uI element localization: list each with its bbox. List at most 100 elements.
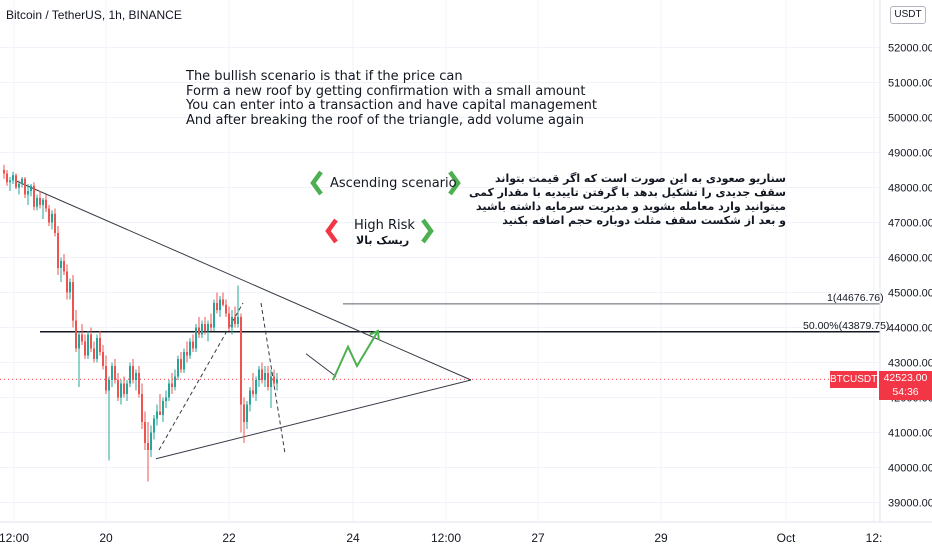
candle-body bbox=[156, 411, 158, 419]
candle-body bbox=[99, 338, 101, 352]
candle-body bbox=[45, 199, 47, 209]
currency-badge[interactable]: USDT bbox=[890, 6, 926, 24]
candle-body bbox=[201, 324, 203, 335]
candle-body bbox=[273, 376, 275, 384]
chevron-right-icon bbox=[421, 218, 434, 244]
candle-body bbox=[180, 359, 182, 370]
candle-body bbox=[162, 401, 164, 415]
candle-body bbox=[27, 191, 29, 195]
price-tick-label: 51000.00 bbox=[888, 78, 932, 90]
price-tick-label: 43000.00 bbox=[888, 358, 932, 370]
price-tick-label: 39000.00 bbox=[888, 498, 932, 510]
candle-body bbox=[33, 185, 35, 207]
candle-body bbox=[231, 317, 233, 328]
candle-body bbox=[117, 380, 119, 398]
candle-body bbox=[90, 334, 92, 349]
time-tick-label: 12: bbox=[866, 531, 883, 545]
candle-body bbox=[198, 327, 200, 335]
candle-body bbox=[96, 338, 98, 359]
candle-body bbox=[261, 369, 263, 380]
price-tick-label: 48000.00 bbox=[888, 183, 932, 195]
candle-body bbox=[69, 282, 71, 293]
candle-body bbox=[252, 390, 254, 394]
candle-body bbox=[246, 404, 248, 422]
candle-body bbox=[153, 418, 155, 433]
candle-body bbox=[210, 324, 212, 328]
trendlines bbox=[14, 180, 472, 460]
candle-body bbox=[93, 348, 95, 359]
time-tick-label: 24 bbox=[346, 531, 360, 545]
candle-body bbox=[264, 373, 266, 380]
candle-body bbox=[204, 324, 206, 331]
candle-body bbox=[243, 404, 245, 422]
ascending-scenario-label: Ascending scenario bbox=[330, 176, 457, 191]
candle-body bbox=[9, 180, 11, 183]
level-label-top: 1(44676.76) bbox=[827, 292, 884, 304]
time-tick-label: 29 bbox=[654, 531, 668, 545]
chevron-left-red-icon bbox=[325, 218, 338, 244]
candle-body bbox=[114, 366, 116, 380]
time-tick-label: Oct bbox=[777, 531, 796, 545]
candle-body bbox=[207, 324, 209, 331]
candle-body bbox=[147, 443, 149, 450]
candle-body bbox=[51, 213, 53, 223]
candle-body bbox=[267, 373, 269, 387]
candle-body bbox=[144, 422, 146, 443]
ticker-tag: BTCUSDT bbox=[830, 371, 877, 388]
candle-body bbox=[276, 379, 278, 384]
price-tick-label: 46000.00 bbox=[888, 253, 932, 265]
candle-body bbox=[123, 383, 125, 394]
price-tick-label: 50000.00 bbox=[888, 113, 932, 125]
candle-body bbox=[219, 299, 221, 310]
price-tick-label: 52000.00 bbox=[888, 43, 932, 55]
descending-resistance-line bbox=[14, 180, 472, 381]
candle-body bbox=[84, 341, 86, 356]
candle-countdown: 54:36 bbox=[892, 386, 919, 398]
candle-body bbox=[216, 303, 218, 310]
candle-body bbox=[60, 261, 62, 268]
chevron-right-icon bbox=[448, 170, 461, 196]
candle-body bbox=[75, 320, 77, 349]
candle-body bbox=[15, 175, 17, 188]
candle-body bbox=[159, 411, 161, 415]
candle-body bbox=[24, 178, 26, 195]
candle-body bbox=[126, 383, 128, 394]
candle-body bbox=[177, 359, 179, 377]
candle-body bbox=[42, 199, 44, 205]
candle-body bbox=[234, 317, 236, 324]
horizontal-levels bbox=[0, 303, 880, 380]
candle-body bbox=[78, 334, 80, 349]
current-price-tag: 42523.00 54:36 bbox=[879, 371, 932, 400]
candle-body bbox=[135, 373, 137, 380]
candles bbox=[3, 164, 278, 482]
time-tick-label: 12:00 bbox=[0, 531, 29, 545]
candle-body bbox=[63, 261, 65, 272]
candle-body bbox=[105, 366, 107, 391]
time-tick-label: 22 bbox=[222, 531, 236, 545]
time-tick-label: 20 bbox=[99, 531, 113, 545]
candle-body bbox=[111, 366, 113, 380]
candle-body bbox=[3, 170, 5, 174]
candle-body bbox=[48, 208, 50, 223]
candle-body bbox=[81, 334, 83, 342]
candle-body bbox=[240, 317, 242, 405]
candle-body bbox=[102, 352, 104, 366]
candle-body bbox=[168, 383, 170, 398]
candle-body bbox=[249, 390, 251, 405]
candle-body bbox=[120, 383, 122, 398]
candle-body bbox=[237, 317, 239, 324]
high-risk-label: High Risk bbox=[354, 218, 415, 233]
candle-body bbox=[108, 380, 110, 391]
candle-body bbox=[255, 380, 257, 394]
candle-body bbox=[36, 198, 38, 207]
candle-body bbox=[18, 184, 20, 188]
candle-body bbox=[39, 198, 41, 205]
candle-body bbox=[21, 178, 23, 184]
symbol-title[interactable]: Bitcoin / TetherUS, 1h, BINANCE bbox=[6, 8, 182, 22]
candle-body bbox=[141, 394, 143, 422]
candle-body bbox=[186, 352, 188, 356]
level-label-fib: 50.00%(43879.75) bbox=[803, 320, 890, 332]
candle-body bbox=[192, 341, 194, 349]
